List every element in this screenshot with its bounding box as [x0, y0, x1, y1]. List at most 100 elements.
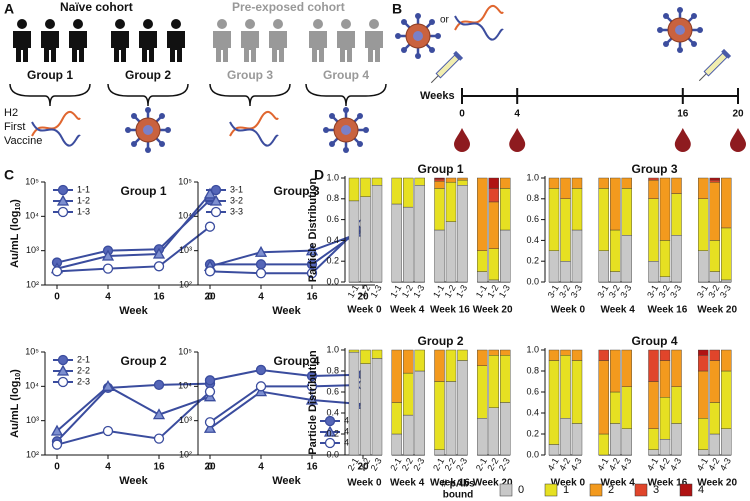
group-label: Group 2	[125, 68, 171, 82]
group-label: Week 4	[390, 478, 425, 489]
bar-segment	[671, 423, 682, 456]
bar-segment	[598, 349, 609, 361]
bar-segment	[671, 234, 682, 283]
category-label: 3-3	[668, 283, 683, 299]
x-tick-label: 4	[258, 462, 264, 473]
y-tick-label: 0.8	[526, 193, 539, 203]
bar-segment	[698, 250, 709, 283]
marker	[153, 261, 165, 272]
bar-segment	[571, 423, 583, 456]
bar-segment	[434, 349, 445, 382]
y-tick-label: 10²	[179, 449, 192, 459]
bar-segment	[560, 418, 571, 456]
bar-segment	[403, 414, 414, 456]
y-tick-label: 0.2	[326, 256, 339, 266]
y-tick-label: 10³	[179, 245, 192, 255]
group-label: Week 20	[473, 305, 513, 316]
x-tick-label: 4	[258, 292, 264, 303]
bar-segment	[360, 363, 371, 456]
marker	[306, 381, 318, 392]
bar-segment	[560, 261, 571, 283]
bar-segment	[721, 370, 732, 429]
bar-segment	[360, 349, 371, 364]
chart-title: Group 1	[120, 184, 166, 198]
y-tick-label: 1.0	[526, 172, 539, 182]
y-tick-label: 0.4	[326, 235, 339, 245]
category-label: 4-3	[618, 456, 633, 472]
cohort-title: Naïve cohort	[60, 0, 133, 14]
series-line	[56, 390, 211, 446]
y-tick-label: 10⁵	[178, 346, 192, 356]
bar-segment	[414, 370, 425, 456]
marker	[204, 386, 216, 397]
bar-segment	[648, 177, 659, 181]
bar-segment	[445, 381, 457, 456]
bar-segment	[360, 196, 371, 283]
blood-drop	[454, 128, 470, 152]
bar-segment	[659, 177, 671, 241]
y-tick-label: 10⁵	[25, 346, 39, 356]
bar-segment	[621, 177, 632, 189]
bar-segment	[371, 177, 383, 186]
y-tick-label: 10²	[26, 279, 39, 289]
chart-title: Group 1	[417, 162, 463, 176]
bar-segment	[548, 177, 560, 189]
bar-segment	[610, 391, 621, 424]
x-tick-label: 4	[105, 462, 111, 473]
group-label: Week 4	[600, 478, 635, 489]
x-tick-label: 16	[306, 462, 318, 473]
bar-segment	[621, 349, 632, 387]
y-tick-label: 10³	[26, 245, 39, 255]
x-tick-label: 16	[306, 292, 318, 303]
group-label: Week 0	[551, 305, 586, 316]
chart-title: Group 2	[120, 354, 166, 368]
marker	[51, 439, 63, 450]
marker	[152, 408, 166, 420]
panel-a-icons	[9, 4, 732, 155]
y-tick-label: 0.6	[326, 386, 339, 396]
marker	[101, 249, 115, 261]
bar-segment	[488, 407, 499, 456]
category-label: 4-3	[668, 456, 683, 472]
bar-segment	[445, 177, 457, 183]
group-label: Week 4	[390, 305, 425, 316]
bar-segment	[571, 349, 583, 361]
x-axis-label: Week	[119, 475, 148, 487]
bar-segment	[560, 198, 571, 262]
bar-segment	[360, 177, 371, 197]
legend-label: 1-3	[77, 206, 90, 216]
bar-segment	[488, 279, 499, 283]
bar-segment	[500, 402, 511, 456]
legend-label: 4	[698, 484, 704, 496]
marker	[306, 370, 318, 382]
y-tick-label: 0.2	[526, 428, 539, 438]
marker	[306, 268, 318, 279]
legend-label: 1-2	[77, 195, 90, 205]
bar-segment	[434, 449, 445, 456]
bar-segment	[477, 250, 488, 272]
group-label: Group 4	[323, 68, 369, 82]
bar-segment	[610, 271, 621, 283]
bar-segment	[488, 349, 499, 356]
marker	[254, 245, 268, 257]
category-label: 1-3	[369, 283, 384, 299]
bar-segment	[610, 229, 621, 272]
bar-segment	[648, 449, 659, 456]
x-tick-label: 20	[357, 462, 369, 473]
bar-segment	[457, 177, 468, 181]
category-label: 3-3	[718, 283, 733, 299]
legend-title: bound	[443, 490, 474, 501]
blood-drop	[509, 128, 526, 152]
group-label: Week 16	[430, 478, 470, 489]
bar-segment	[648, 261, 659, 283]
bar-segment	[721, 227, 732, 281]
bar-segment	[598, 250, 609, 283]
bar-segment	[391, 203, 402, 283]
x-tick-label: 0	[54, 292, 60, 303]
marker	[204, 375, 216, 386]
bar-segment	[648, 428, 659, 450]
bar-segment	[391, 177, 402, 205]
bar-segment	[709, 271, 720, 283]
blood-drop	[730, 128, 746, 152]
marker	[255, 259, 267, 270]
